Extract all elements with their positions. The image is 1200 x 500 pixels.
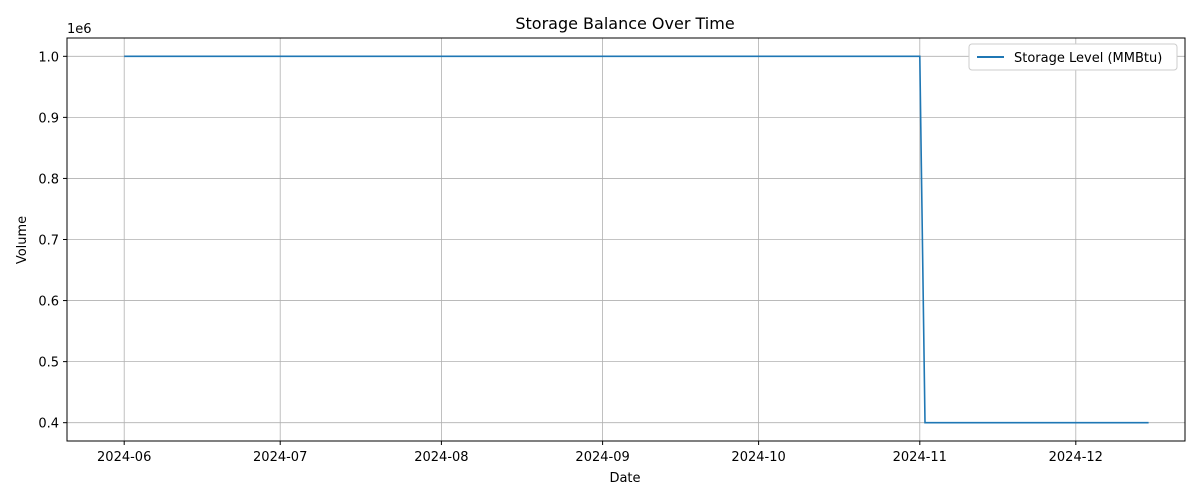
y-tick-label: 0.4 [38, 417, 59, 432]
y-tick-label: 0.5 [38, 356, 59, 371]
y-axis-title: Volume [15, 216, 30, 264]
y-tick-label: 0.6 [38, 295, 59, 310]
chart-title: Storage Balance Over Time [515, 14, 734, 33]
series-line [124, 55, 1149, 424]
y-tick-label: 0.8 [38, 172, 59, 187]
x-tick-label: 2024-06 [97, 450, 151, 465]
x-tick-label: 2024-07 [253, 450, 307, 465]
y-tick-label: 0.7 [38, 234, 59, 249]
x-axis-title: Date [609, 471, 640, 486]
x-tick-label: 2024-11 [893, 450, 947, 465]
x-tick-label: 2024-08 [414, 450, 468, 465]
legend: Storage Level (MMBtu) [968, 43, 1178, 71]
y-tick-label: 0.9 [38, 111, 59, 126]
y-tick-label: 1.0 [38, 50, 59, 65]
y-offset-label: 1e6 [67, 22, 92, 37]
x-tick-label: 2024-10 [731, 450, 785, 465]
tick-layer: 2024-06 2024-07 2024-08 2024-09 2024-10 2024-… [38, 50, 1103, 465]
legend-label: Storage Level (MMBtu) [1014, 51, 1162, 66]
legend-box [968, 43, 1178, 71]
series-layer [124, 55, 1149, 424]
x-tick-label: 2024-09 [575, 450, 629, 465]
x-tick-label: 2024-12 [1049, 450, 1103, 465]
